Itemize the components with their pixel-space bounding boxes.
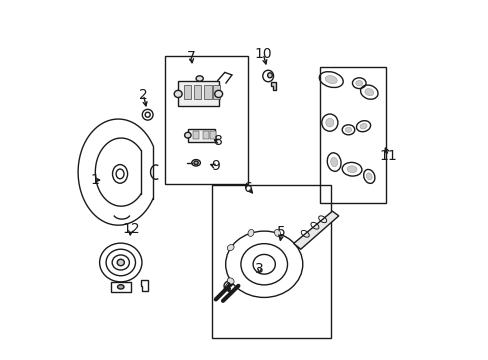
Ellipse shape <box>117 285 124 289</box>
Bar <box>110 282 131 292</box>
Ellipse shape <box>174 90 182 98</box>
Ellipse shape <box>274 229 280 237</box>
Text: 1: 1 <box>90 173 99 187</box>
Ellipse shape <box>364 89 373 96</box>
Ellipse shape <box>184 132 191 138</box>
Ellipse shape <box>196 76 203 81</box>
Bar <box>184 85 191 99</box>
Ellipse shape <box>325 76 337 84</box>
Text: 7: 7 <box>187 50 195 64</box>
Polygon shape <box>270 82 276 90</box>
Ellipse shape <box>227 278 234 284</box>
Ellipse shape <box>346 166 356 173</box>
Ellipse shape <box>267 73 272 78</box>
Ellipse shape <box>359 123 366 129</box>
Bar <box>211 185 330 338</box>
Polygon shape <box>178 81 218 107</box>
Ellipse shape <box>247 229 253 237</box>
Bar <box>193 131 199 139</box>
Ellipse shape <box>214 90 222 98</box>
Bar <box>210 131 215 139</box>
Polygon shape <box>187 129 214 141</box>
Text: 2: 2 <box>139 87 147 102</box>
Bar <box>319 67 386 203</box>
Text: 3: 3 <box>255 262 264 276</box>
Bar <box>164 56 247 184</box>
Text: 10: 10 <box>254 47 271 61</box>
Ellipse shape <box>325 118 333 127</box>
Text: 8: 8 <box>214 134 223 148</box>
Ellipse shape <box>194 161 198 165</box>
Text: 9: 9 <box>210 159 219 174</box>
Text: 11: 11 <box>379 149 397 163</box>
Text: 4: 4 <box>222 280 230 294</box>
Ellipse shape <box>366 173 371 180</box>
Bar <box>212 85 220 99</box>
Ellipse shape <box>355 81 362 86</box>
Text: 6: 6 <box>243 181 252 195</box>
Ellipse shape <box>117 259 124 266</box>
Text: 12: 12 <box>122 222 140 237</box>
Ellipse shape <box>345 127 351 132</box>
Bar <box>204 85 211 99</box>
Bar <box>194 85 201 99</box>
Text: 5: 5 <box>277 225 285 239</box>
Ellipse shape <box>227 244 234 251</box>
Polygon shape <box>293 211 338 249</box>
Ellipse shape <box>330 157 337 167</box>
Bar <box>203 131 208 139</box>
